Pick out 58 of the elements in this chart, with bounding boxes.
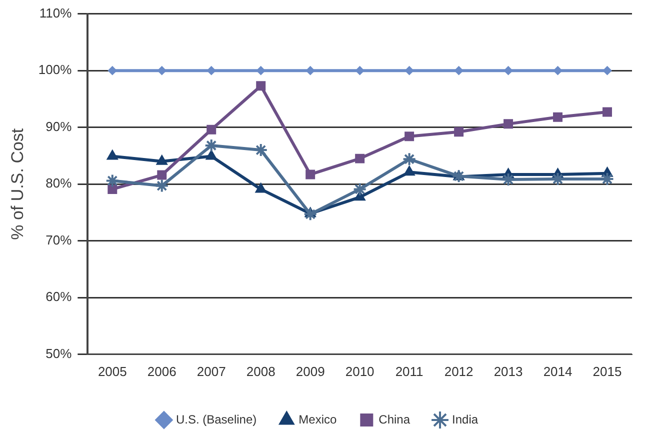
point (404, 132, 414, 142)
x-tick-label: 2014 (543, 364, 572, 379)
point (352, 182, 367, 196)
legend-label: India (452, 412, 478, 426)
x-tick-label: 2013 (494, 364, 523, 379)
legend-label: Mexico (298, 412, 337, 426)
point (454, 66, 464, 76)
point (206, 150, 218, 160)
y-tick-label: 90% (46, 118, 72, 134)
point (206, 124, 216, 134)
y-tick-label: 100% (38, 62, 72, 78)
point (404, 66, 414, 76)
point (254, 143, 268, 158)
point (553, 66, 562, 76)
legend-label: China (378, 412, 410, 426)
point (106, 150, 118, 160)
point (454, 127, 464, 137)
y-tick-label: 50% (46, 346, 72, 361)
point (255, 182, 267, 193)
point (402, 152, 416, 166)
point (452, 169, 466, 184)
point (108, 184, 118, 194)
point (501, 172, 516, 187)
x-tick-label: 2006 (147, 364, 176, 379)
x-tick-label: 2015 (592, 364, 622, 379)
point (404, 166, 416, 176)
point (108, 66, 117, 76)
x-tick-label: 2009 (296, 364, 325, 379)
point (105, 174, 120, 188)
point (306, 170, 316, 180)
point (355, 154, 365, 164)
x-tick-label: 2012 (444, 364, 474, 379)
y-tick-label: 60% (46, 289, 72, 304)
point (154, 178, 169, 193)
y-tick-label: 110% (39, 5, 72, 20)
point (303, 207, 318, 222)
point (550, 172, 565, 186)
point (355, 66, 364, 76)
x-tick-label: 2008 (246, 364, 276, 379)
point (602, 66, 612, 76)
point (204, 138, 218, 152)
point (256, 81, 266, 91)
y-axis-title: % of U.S. Cost (8, 128, 27, 240)
x-tick-label: 2007 (196, 364, 226, 379)
point (600, 172, 614, 186)
point (504, 119, 514, 129)
x-tick-label: 2005 (98, 364, 127, 379)
point (602, 107, 612, 117)
x-tick-label: 2010 (345, 364, 374, 379)
point (553, 112, 563, 122)
y-tick-label: 80% (46, 176, 72, 191)
point (156, 154, 168, 165)
y-tick-label: 70% (46, 232, 72, 248)
point (157, 170, 167, 180)
x-tick-label: 2011 (395, 364, 424, 379)
legend-label: U.S. (Baseline) (176, 412, 257, 426)
point (306, 66, 315, 76)
point (504, 66, 513, 76)
